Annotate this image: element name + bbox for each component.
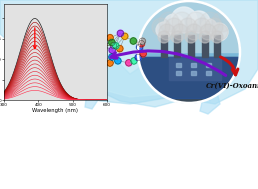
Circle shape	[86, 39, 92, 46]
Circle shape	[140, 50, 146, 57]
Circle shape	[91, 36, 98, 42]
Text: Cr(VI)-Oxoanion: Cr(VI)-Oxoanion	[206, 82, 258, 90]
Circle shape	[117, 45, 123, 52]
Circle shape	[172, 24, 188, 40]
Polygon shape	[85, 77, 100, 109]
Circle shape	[95, 57, 101, 63]
FancyBboxPatch shape	[214, 35, 220, 57]
Circle shape	[130, 38, 136, 44]
Circle shape	[131, 58, 137, 64]
Circle shape	[88, 52, 95, 58]
Circle shape	[100, 42, 107, 48]
FancyBboxPatch shape	[202, 35, 208, 57]
Polygon shape	[85, 29, 240, 97]
Circle shape	[97, 43, 103, 49]
Circle shape	[186, 24, 202, 40]
Circle shape	[171, 7, 197, 33]
Circle shape	[82, 46, 88, 52]
Circle shape	[200, 12, 220, 32]
Circle shape	[138, 1, 240, 103]
Circle shape	[164, 14, 184, 34]
Circle shape	[138, 40, 144, 47]
Circle shape	[179, 18, 197, 36]
Circle shape	[199, 31, 211, 43]
Circle shape	[109, 54, 115, 60]
Circle shape	[200, 24, 216, 40]
Circle shape	[188, 11, 210, 33]
Polygon shape	[58, 44, 80, 89]
Circle shape	[122, 33, 128, 40]
Circle shape	[172, 12, 192, 32]
Circle shape	[159, 24, 175, 40]
Polygon shape	[138, 57, 240, 98]
Circle shape	[211, 31, 223, 43]
Polygon shape	[138, 57, 240, 105]
Circle shape	[88, 52, 95, 58]
Polygon shape	[70, 59, 190, 104]
Circle shape	[171, 31, 183, 43]
FancyBboxPatch shape	[188, 35, 194, 57]
Circle shape	[212, 12, 232, 32]
Circle shape	[115, 58, 121, 64]
Circle shape	[185, 31, 197, 43]
Circle shape	[135, 54, 141, 61]
Circle shape	[107, 60, 113, 66]
Circle shape	[201, 19, 217, 35]
FancyBboxPatch shape	[191, 71, 196, 75]
Circle shape	[113, 43, 119, 49]
FancyBboxPatch shape	[206, 63, 211, 67]
Circle shape	[98, 59, 104, 65]
Circle shape	[205, 18, 223, 36]
Circle shape	[165, 18, 183, 36]
Polygon shape	[0, 0, 258, 107]
Circle shape	[212, 24, 228, 40]
Circle shape	[99, 31, 105, 37]
Circle shape	[109, 47, 115, 53]
FancyBboxPatch shape	[206, 71, 211, 75]
Circle shape	[156, 22, 172, 38]
Circle shape	[139, 38, 146, 44]
FancyBboxPatch shape	[161, 35, 167, 57]
Polygon shape	[200, 84, 220, 114]
Circle shape	[158, 31, 170, 43]
FancyBboxPatch shape	[176, 71, 181, 75]
Circle shape	[193, 18, 211, 36]
X-axis label: Wavelength (nm): Wavelength (nm)	[33, 108, 78, 113]
FancyBboxPatch shape	[191, 63, 196, 67]
Polygon shape	[138, 1, 240, 52]
FancyBboxPatch shape	[174, 35, 180, 57]
Circle shape	[109, 39, 115, 46]
Circle shape	[136, 44, 143, 50]
Circle shape	[110, 42, 117, 49]
Circle shape	[107, 35, 113, 41]
Circle shape	[152, 18, 170, 36]
Circle shape	[126, 60, 132, 66]
Circle shape	[210, 23, 228, 41]
Circle shape	[117, 30, 124, 36]
Circle shape	[92, 41, 98, 47]
Polygon shape	[169, 57, 221, 80]
FancyBboxPatch shape	[176, 63, 181, 67]
Circle shape	[159, 12, 179, 32]
Circle shape	[186, 12, 206, 32]
